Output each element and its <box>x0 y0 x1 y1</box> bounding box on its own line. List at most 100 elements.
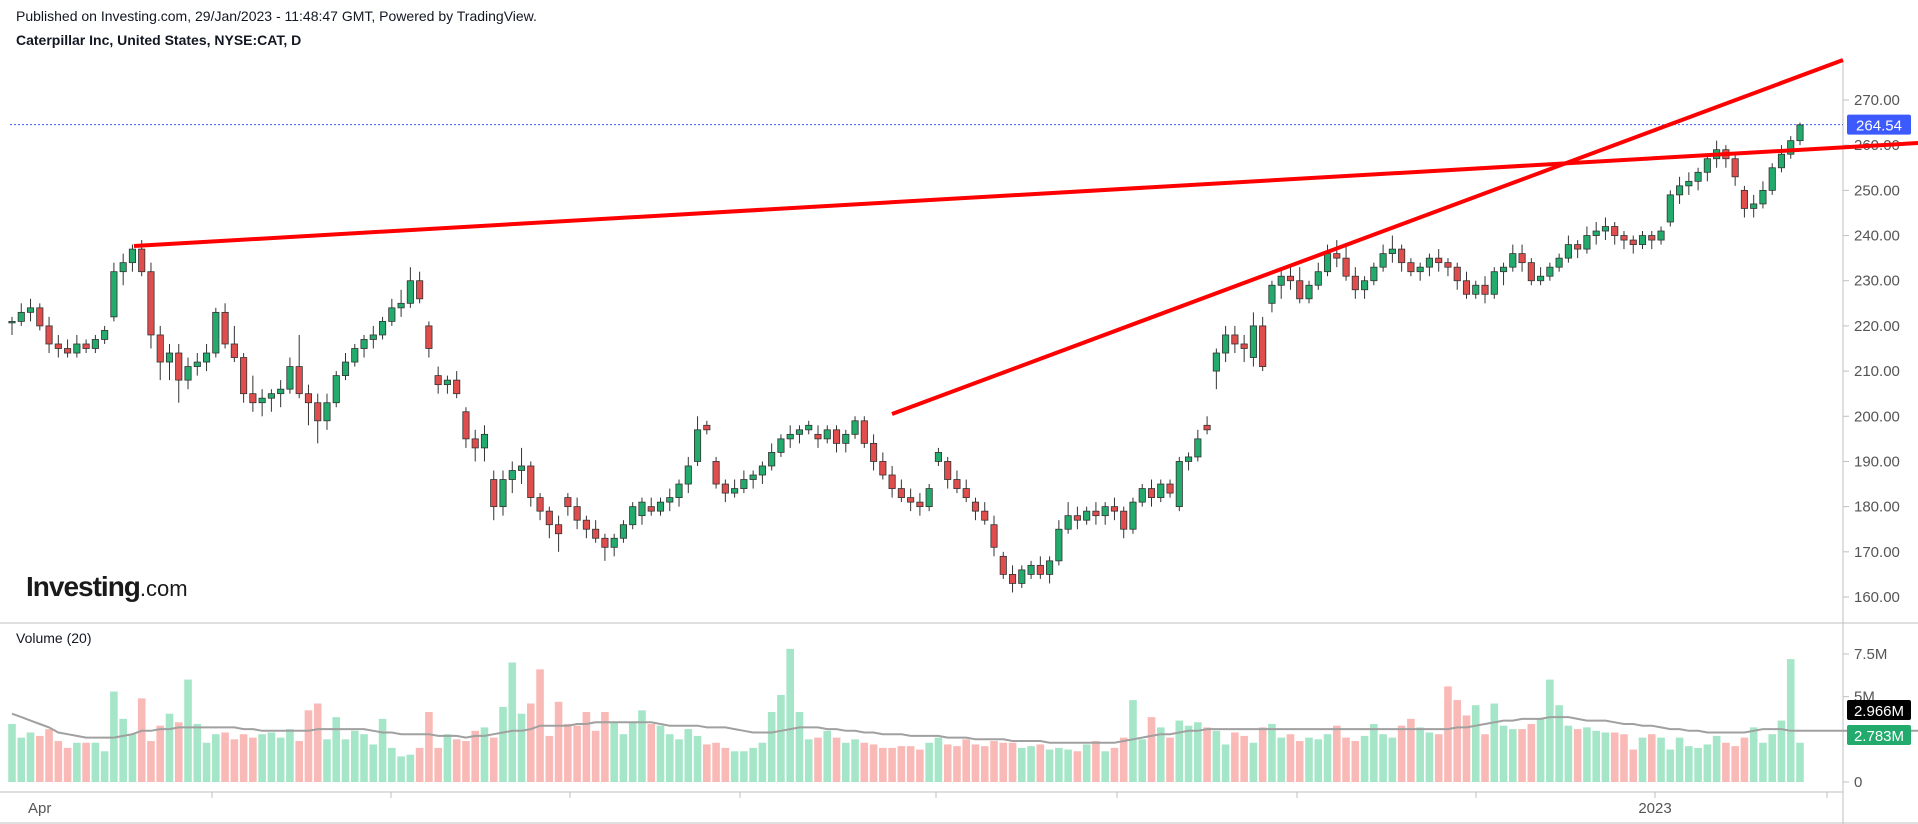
trendline-resistance[interactable] <box>133 141 1918 248</box>
volume-bar <box>1546 679 1554 782</box>
volume-bar <box>934 737 943 782</box>
volume-bar <box>1268 723 1276 782</box>
candle-up <box>1055 528 1063 562</box>
volume-bar <box>202 742 211 782</box>
volume-bar <box>962 739 971 782</box>
volume-bar <box>1675 737 1684 782</box>
candle-up <box>1249 325 1257 358</box>
candle-up <box>1657 230 1665 241</box>
candle-down <box>416 280 424 300</box>
candle-down <box>1398 248 1406 264</box>
candle-down <box>1407 262 1415 273</box>
volume-bar <box>425 712 433 782</box>
volume-bar <box>601 712 609 782</box>
time-axis[interactable]: Apr 2023 <box>28 792 1828 817</box>
volume-bar <box>258 734 266 782</box>
trendline-support[interactable] <box>891 58 1844 416</box>
candle-up <box>184 366 192 381</box>
volume-bar <box>1768 734 1777 782</box>
candle-down <box>1166 483 1174 494</box>
volume-bar <box>1379 734 1387 782</box>
volume-bar <box>489 737 498 782</box>
volume-bar <box>980 746 989 782</box>
volume-bar <box>832 737 841 782</box>
candle-down <box>944 461 952 480</box>
candle-down <box>527 465 535 498</box>
volume-bar <box>925 742 933 782</box>
candle-up <box>1601 226 1610 232</box>
candle-up <box>480 433 489 449</box>
volume-bar <box>888 747 896 782</box>
volume-bar <box>804 739 813 782</box>
volume-bar <box>313 703 322 782</box>
candle-up <box>17 311 25 322</box>
candle-up <box>267 393 275 399</box>
candle-up <box>740 479 748 489</box>
volume-bar <box>1490 703 1499 782</box>
volume-bar <box>73 742 81 782</box>
volume-bar <box>304 710 313 782</box>
candle-up <box>1759 189 1767 205</box>
candle-down <box>1740 189 1748 209</box>
candle-down <box>1731 158 1739 178</box>
volume-bar <box>1786 659 1795 782</box>
price-tick-label: 230.00 <box>1854 273 1900 290</box>
candle-down <box>1240 343 1248 349</box>
volume-bar <box>1416 727 1424 782</box>
volume-bar <box>137 698 146 782</box>
candle-down <box>1462 280 1471 295</box>
volume-bar <box>1583 727 1591 782</box>
volume-bar <box>1592 730 1600 782</box>
last-volume-badge-text: 2.783M <box>1854 728 1904 745</box>
candle-down <box>1453 266 1461 282</box>
volume-bar <box>656 725 665 782</box>
volume-bar <box>573 725 581 782</box>
candle-down <box>1147 488 1156 498</box>
candle-down <box>295 366 303 395</box>
volume-bar <box>1332 725 1341 782</box>
candle-down <box>462 411 470 440</box>
candle-up <box>351 348 359 363</box>
candle-up <box>1509 253 1517 268</box>
volume-bar <box>369 744 378 782</box>
candle-down <box>879 461 887 476</box>
volume-bar <box>1249 742 1258 782</box>
volume-bar <box>1073 751 1082 782</box>
candle-up <box>508 470 516 480</box>
candle-up <box>1592 230 1600 236</box>
volume-bar <box>1258 727 1267 782</box>
price-axis[interactable]: 270.00260.00250.00240.00230.00220.00210.… <box>1843 92 1900 606</box>
candle-up <box>8 320 16 324</box>
volume-bar <box>63 747 72 782</box>
candle-down <box>1259 325 1267 367</box>
volume-bar <box>786 648 794 782</box>
volume-bar <box>1638 737 1647 782</box>
candle-down <box>721 483 729 494</box>
volume-bar <box>1240 735 1248 782</box>
price-tick-label: 180.00 <box>1854 499 1900 516</box>
candle-up <box>1768 167 1776 191</box>
candle-down <box>304 393 313 404</box>
volume-tick-label: 7.5M <box>1854 646 1887 663</box>
candle-up <box>694 429 702 462</box>
candle-up <box>517 465 526 471</box>
volume-bar <box>841 742 850 782</box>
candle-down <box>647 506 655 512</box>
candle-down <box>471 438 479 449</box>
candle-up <box>1676 185 1684 196</box>
candle-up <box>1796 124 1804 142</box>
candle-up <box>1564 244 1572 259</box>
candle-up <box>805 424 813 431</box>
candle-down <box>1092 510 1100 517</box>
candle-down <box>999 555 1007 575</box>
volume-bar <box>526 703 535 782</box>
candle-up <box>1666 194 1674 223</box>
candle-down <box>703 424 711 431</box>
volume-bar <box>897 746 906 782</box>
volume-bar <box>916 749 924 782</box>
volume-bar <box>1231 732 1239 782</box>
candle-up <box>1101 506 1109 517</box>
candle-down <box>54 343 62 349</box>
